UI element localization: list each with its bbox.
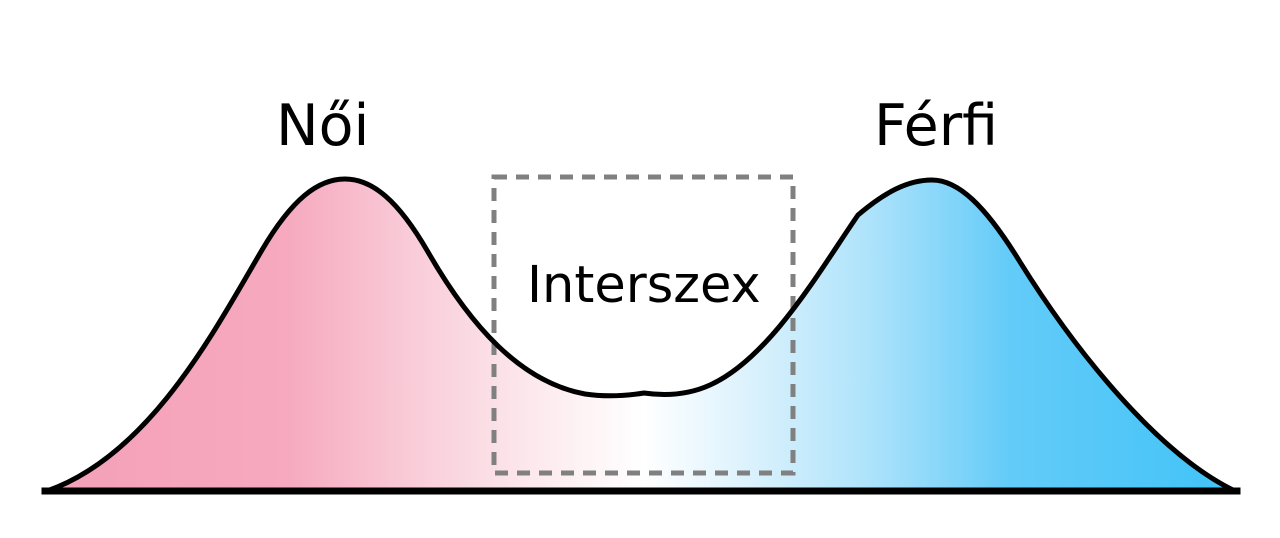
male-label: Férfi [874, 93, 999, 159]
female-label: Női [276, 93, 370, 159]
bimodal-curve [44, 176, 1238, 494]
male-distribution-area [644, 180, 1235, 491]
intersex-region-box [491, 174, 796, 476]
female-distribution-area [47, 179, 644, 491]
intersex-label: Interszex [527, 256, 761, 315]
